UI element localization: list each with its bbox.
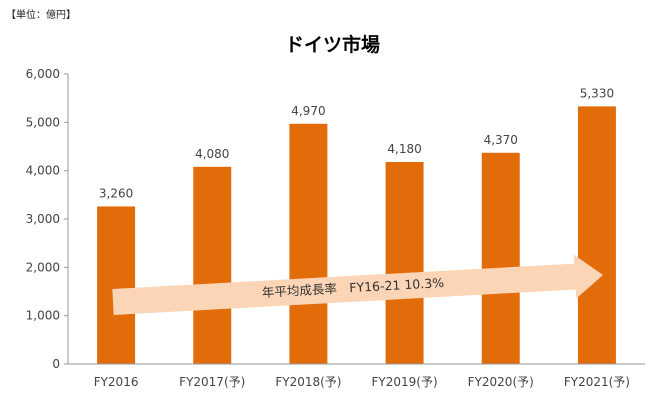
- unit-label: 【単位：億円】: [6, 10, 76, 21]
- chart-title: ドイツ市場: [284, 34, 380, 56]
- growth-arrow: 年平均成長率 FY16-21 10.3%: [112, 254, 604, 315]
- x-tick-label: FY2020(予): [468, 375, 534, 389]
- data-label: 5,330: [580, 86, 614, 100]
- data-label: 4,180: [387, 142, 421, 156]
- y-tick-label: 6,000: [26, 67, 60, 81]
- y-tick-label: 3,000: [26, 212, 60, 226]
- bar: [97, 206, 136, 364]
- x-tick-label: FY2017(予): [179, 375, 245, 389]
- bars: [97, 106, 616, 365]
- data-label: 3,260: [99, 186, 133, 200]
- data-label: 4,370: [484, 133, 518, 147]
- x-tick-label: FY2021(予): [564, 375, 630, 389]
- x-tick-label: FY2018(予): [275, 375, 341, 389]
- bar: [577, 106, 616, 364]
- data-labels: 3,260 4,080 4,970 4,180 4,370 5,330: [99, 86, 614, 200]
- y-tick-label: 0: [52, 357, 60, 371]
- y-tick-label: 1,000: [26, 309, 60, 323]
- x-tick-label: FY2019(予): [372, 375, 438, 389]
- x-tick-label: FY2016: [94, 375, 139, 389]
- data-label: 4,080: [195, 147, 229, 161]
- data-label: 4,970: [291, 104, 325, 118]
- y-axis: 0 1,000 2,000 3,000 4,000 5,000 6,000: [26, 67, 69, 371]
- bar: [385, 161, 424, 364]
- bar: [289, 123, 328, 365]
- y-tick-label: 5,000: [26, 115, 60, 129]
- y-tick-label: 4,000: [26, 164, 60, 178]
- growth-arrow-shape: [112, 254, 604, 315]
- y-tick-label: 2,000: [26, 260, 60, 274]
- x-axis: FY2016 FY2017(予) FY2018(予) FY2019(予) FY2020(…: [68, 363, 645, 389]
- bar: [193, 166, 232, 364]
- bar: [481, 152, 520, 364]
